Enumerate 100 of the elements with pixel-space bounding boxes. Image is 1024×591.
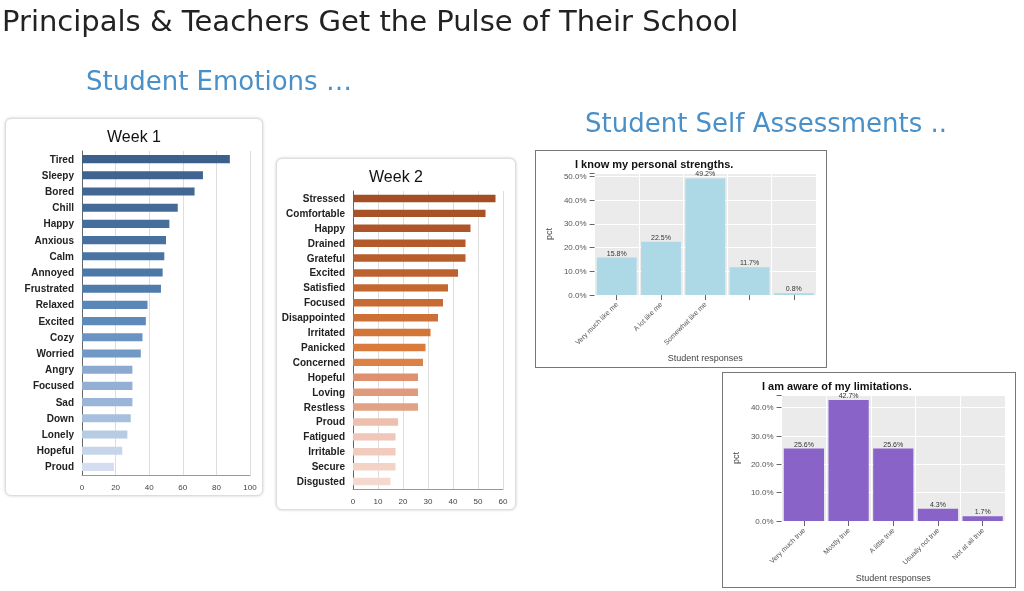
y-tick-label: Angry	[45, 364, 75, 376]
x-tick-label: 0	[79, 482, 85, 492]
y-tick-label: 30.0%	[563, 219, 587, 229]
bar	[82, 398, 133, 407]
y-tick-label: Down	[46, 412, 74, 424]
bar	[353, 284, 448, 292]
y-tick-label: 10.0%	[750, 488, 774, 498]
y-axis-title: pct	[543, 227, 554, 241]
x-tick-label: 80	[211, 482, 222, 492]
bar	[353, 254, 466, 262]
x-tick-label: 60	[498, 496, 508, 506]
y-tick-label: Frustrated	[24, 283, 74, 295]
y-tick-label: Chill	[52, 202, 75, 214]
bar	[353, 328, 431, 337]
x-tick-label: 20	[398, 496, 408, 506]
chart-title: Week 1	[107, 127, 162, 145]
y-tick-label: 20.0%	[563, 243, 587, 253]
x-tick-label: 50	[473, 496, 483, 506]
bar	[353, 224, 471, 232]
bar	[82, 236, 166, 245]
bar	[353, 299, 443, 307]
x-tick-label: 30	[423, 496, 433, 506]
x-tick-label: 0	[350, 496, 356, 506]
x-tick-label: 40	[144, 482, 155, 492]
y-tick-label: Disgusted	[296, 476, 345, 488]
bar	[353, 462, 396, 471]
bar	[82, 349, 141, 358]
text: Principals & Teachers Get the Pulse of Their School	[2, 4, 739, 38]
bar	[82, 203, 178, 212]
y-tick-label: 0.0%	[755, 516, 774, 526]
y-tick-label: Fatigued	[303, 431, 345, 443]
bar	[82, 155, 230, 164]
y-tick-label: Relaxed	[35, 299, 74, 311]
bar	[917, 508, 959, 521]
bar	[353, 269, 458, 277]
y-tick-label: Sad	[55, 396, 74, 408]
bar	[353, 477, 391, 486]
y-tick-label: 0.0%	[568, 290, 587, 300]
y-tick-label: Cozy	[50, 331, 75, 343]
y-tick-label: Hopeful	[307, 371, 346, 383]
text: Student Self Assessments ..	[585, 108, 948, 138]
chart-title: I know my personal strengths.	[575, 157, 734, 170]
y-tick-label: Excited	[38, 315, 74, 327]
y-tick-label: Secure	[311, 461, 346, 473]
y-tick-label: Concerned	[292, 356, 345, 368]
y-tick-label: 40.0%	[563, 195, 587, 205]
bar	[353, 418, 398, 426]
y-tick-label: Focused	[303, 297, 345, 309]
x-axis-title: Student responses	[855, 572, 932, 583]
bar	[82, 381, 133, 390]
y-tick-label: Focused	[32, 380, 74, 392]
bar	[82, 252, 165, 261]
bar	[82, 317, 146, 326]
y-tick-label: Stressed	[302, 192, 345, 204]
bar	[962, 516, 1003, 521]
bar	[353, 433, 396, 441]
y-tick-label: Proud	[45, 461, 74, 473]
bar	[82, 365, 133, 374]
text: Student Emotions …	[86, 66, 352, 96]
bar	[729, 267, 770, 296]
y-tick-label: Restless	[303, 401, 346, 413]
bar	[828, 400, 869, 521]
bar	[641, 241, 681, 296]
bar	[783, 448, 825, 521]
y-tick-label: Happy	[43, 218, 75, 230]
bar	[82, 446, 123, 455]
bar	[353, 343, 426, 352]
y-tick-label: Proud	[316, 416, 345, 428]
y-tick-label: Worried	[36, 348, 74, 359]
bar	[82, 462, 114, 471]
y-tick-label: Bored	[45, 186, 74, 197]
y-tick-label: Drained	[307, 237, 345, 249]
bar	[82, 284, 161, 293]
bar	[353, 358, 423, 367]
chart-title: Week 2	[369, 167, 424, 185]
y-tick-label: 40.0%	[750, 403, 774, 413]
y-tick-label: Loving	[312, 386, 345, 398]
y-tick-label: Lonely	[41, 429, 75, 440]
bar	[353, 209, 486, 218]
bar	[353, 388, 418, 396]
x-tick-label: 20	[111, 482, 121, 492]
y-tick-label: Comfortable	[286, 207, 346, 219]
bar	[82, 414, 131, 423]
x-tick-label: 40	[448, 496, 458, 506]
y-tick-label: Satisfied	[303, 282, 345, 294]
x-tick-label: 100	[243, 482, 258, 492]
bar	[596, 257, 637, 296]
bar	[353, 373, 418, 381]
y-tick-label: Irritable	[308, 446, 346, 458]
y-tick-label: Grateful	[306, 252, 346, 264]
y-tick-label: Hopeful	[36, 445, 75, 457]
bar	[82, 187, 195, 196]
bar	[873, 448, 914, 521]
bar	[82, 219, 170, 228]
bar	[685, 178, 726, 296]
y-tick-label: Anxious	[34, 234, 75, 246]
bar	[353, 194, 496, 203]
y-tick-label: Panicked	[301, 341, 345, 353]
y-axis-title: pct	[730, 451, 741, 465]
y-tick-label: 50.0%	[563, 172, 587, 182]
